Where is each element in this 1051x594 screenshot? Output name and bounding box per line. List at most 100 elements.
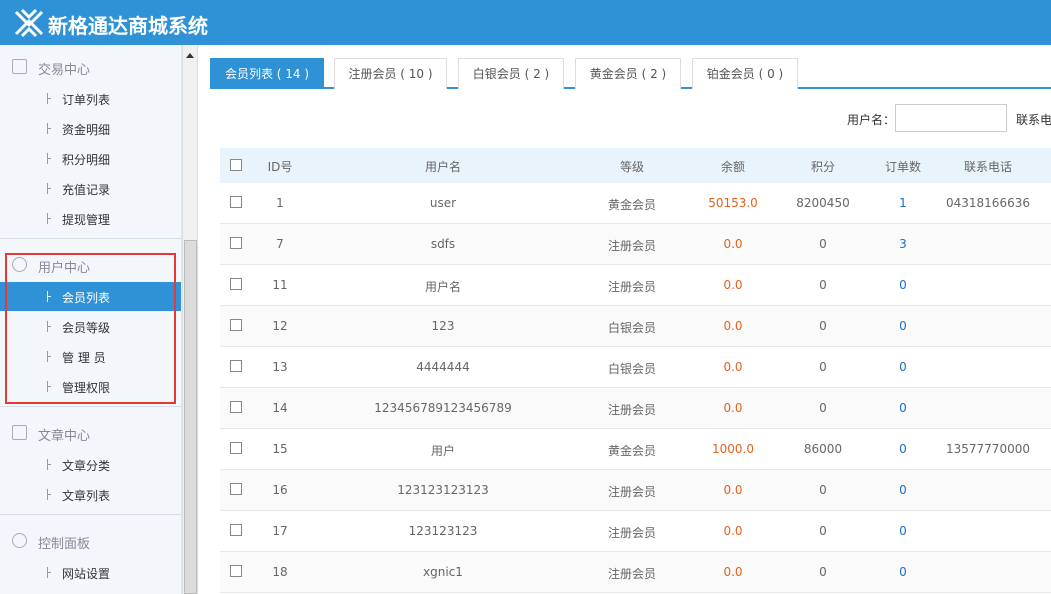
tab-bar: 会员列表 ( 14 ) 注册会员 ( 10 ) 白银会员 ( 2 ) 黄金会员 ( 2… [210,58,1051,89]
cell: 123456789123456789 [374,401,512,415]
table-row: 1 user 黄金会员 50153.0 8200450 1 04318166636 [220,183,1051,224]
cell: 17 [272,524,288,538]
cell: 0.0 [723,565,743,579]
menu-item[interactable]: 管 理 员 [0,342,181,371]
group-title: 控制面板 [38,537,91,552]
search-input[interactable] [895,104,1007,132]
checkbox[interactable] [230,565,242,577]
cell: 0 [819,401,827,415]
table-row: 14 123456789123456789 注册会员 0.0 0 0 [220,388,1051,429]
scroll-thumb[interactable] [184,240,197,594]
table-row: 7 sdfs 注册会员 0.0 0 3 [220,224,1051,265]
checkbox[interactable] [230,319,242,331]
cell: 0 [899,278,907,292]
cell: 注册会员 [607,280,656,294]
cell: 0.0 [723,360,743,374]
checkbox[interactable] [230,278,242,290]
cell: 0 [819,360,827,374]
cell: 注册会员 [607,239,656,253]
tab[interactable]: 白银会员 ( 2 ) [458,58,564,89]
menu-bullet-line [47,98,51,99]
highlight-box [5,253,176,404]
cell: 123123123123 [397,483,489,497]
tab[interactable]: 注册会员 ( 10 ) [334,58,447,89]
column-header: 积分 [810,160,835,174]
menu-label: 订单列表 [62,93,111,107]
checkbox[interactable] [230,483,242,495]
divider [0,238,181,239]
menu-bullet-line [47,494,51,495]
column-header: 用户名 [424,160,461,174]
checkbox[interactable] [230,360,242,372]
cell: 0 [899,401,907,415]
cell: 0 [819,565,827,579]
group-icon [12,533,27,548]
menu-label: 提现管理 [62,213,111,227]
menu-bullet-line [47,158,51,159]
menu-bullet-line [47,188,51,189]
cell: 0.0 [723,278,743,292]
table-row: 16 123123123123 注册会员 0.0 0 0 [220,470,1051,511]
app-title: 新格通达商城系统 [48,14,208,38]
cell: 黄金会员 [607,444,656,458]
cell: 0.0 [723,319,743,333]
column-header: 订单数 [884,160,921,174]
group-icon [12,257,27,272]
table-row: 12 123 白银会员 0.0 0 0 [220,306,1051,347]
column-header: 余额 [720,160,745,174]
menu-item[interactable]: 充值记录 [0,174,181,203]
menu-item[interactable]: 订单列表 [0,84,181,113]
scrollbar[interactable] [182,45,198,594]
group-title: 交易中心 [38,63,91,78]
cell: 1 [276,196,284,210]
cell: 注册会员 [607,403,656,417]
cell: sdfs [430,237,456,251]
menu-item[interactable]: 积分明细 [0,144,181,173]
menu-item[interactable]: 文章列表 [0,480,181,509]
cell: 0 [899,319,907,333]
menu-label: 资金明细 [62,123,111,137]
menu-item[interactable]: 会员列表 [0,282,181,311]
cell: 黄金会员 [607,198,656,212]
cell: user [429,196,457,210]
checkbox[interactable] [230,524,242,536]
menu-item[interactable]: 资金明细 [0,114,181,143]
tab[interactable]: 铂金会员 ( 0 ) [692,58,798,89]
cell: 13 [272,360,288,374]
menu-bullet-line [47,464,51,465]
menu-item[interactable]: 网站设置 [0,558,181,587]
search-label: 用户名： [847,113,896,127]
cell: 04318166636 [946,196,1030,210]
tab[interactable]: 黄金会员 ( 2 ) [575,58,681,89]
menu-bullet-line [47,572,51,573]
checkbox[interactable] [230,159,242,171]
menu-label: 文章分类 [62,459,111,473]
table-row: 11 用户名 注册会员 0.0 0 0 [220,265,1051,306]
logo [14,8,44,38]
checkbox[interactable] [230,401,242,413]
menu-item[interactable]: 管理权限 [0,372,181,401]
divider [0,406,181,407]
cell: 0.0 [723,401,743,415]
cell: 0 [899,565,907,579]
checkbox[interactable] [230,196,242,208]
tab[interactable]: 会员列表 ( 14 ) [210,58,324,89]
menu-bullet-line [47,218,51,219]
menu-label: 网站设置 [62,567,111,581]
group-icon [12,425,27,440]
cell: xgnic1 [423,565,463,579]
cell: 13577770000 [946,442,1030,456]
checkbox[interactable] [230,237,242,249]
menu-item[interactable]: 会员等级 [0,312,181,341]
cell: 0 [819,483,827,497]
menu-item[interactable]: 文章分类 [0,450,181,479]
menu-item[interactable]: 提现管理 [0,204,181,233]
checkbox[interactable] [230,442,242,454]
group-title: 文章中心 [38,429,91,444]
menu-label: 充值记录 [62,183,111,197]
divider [0,514,181,515]
cell: 用户名 [424,280,461,294]
cell: 123 [431,319,455,333]
cell: 0.0 [723,237,743,251]
cell: 0 [819,524,827,538]
